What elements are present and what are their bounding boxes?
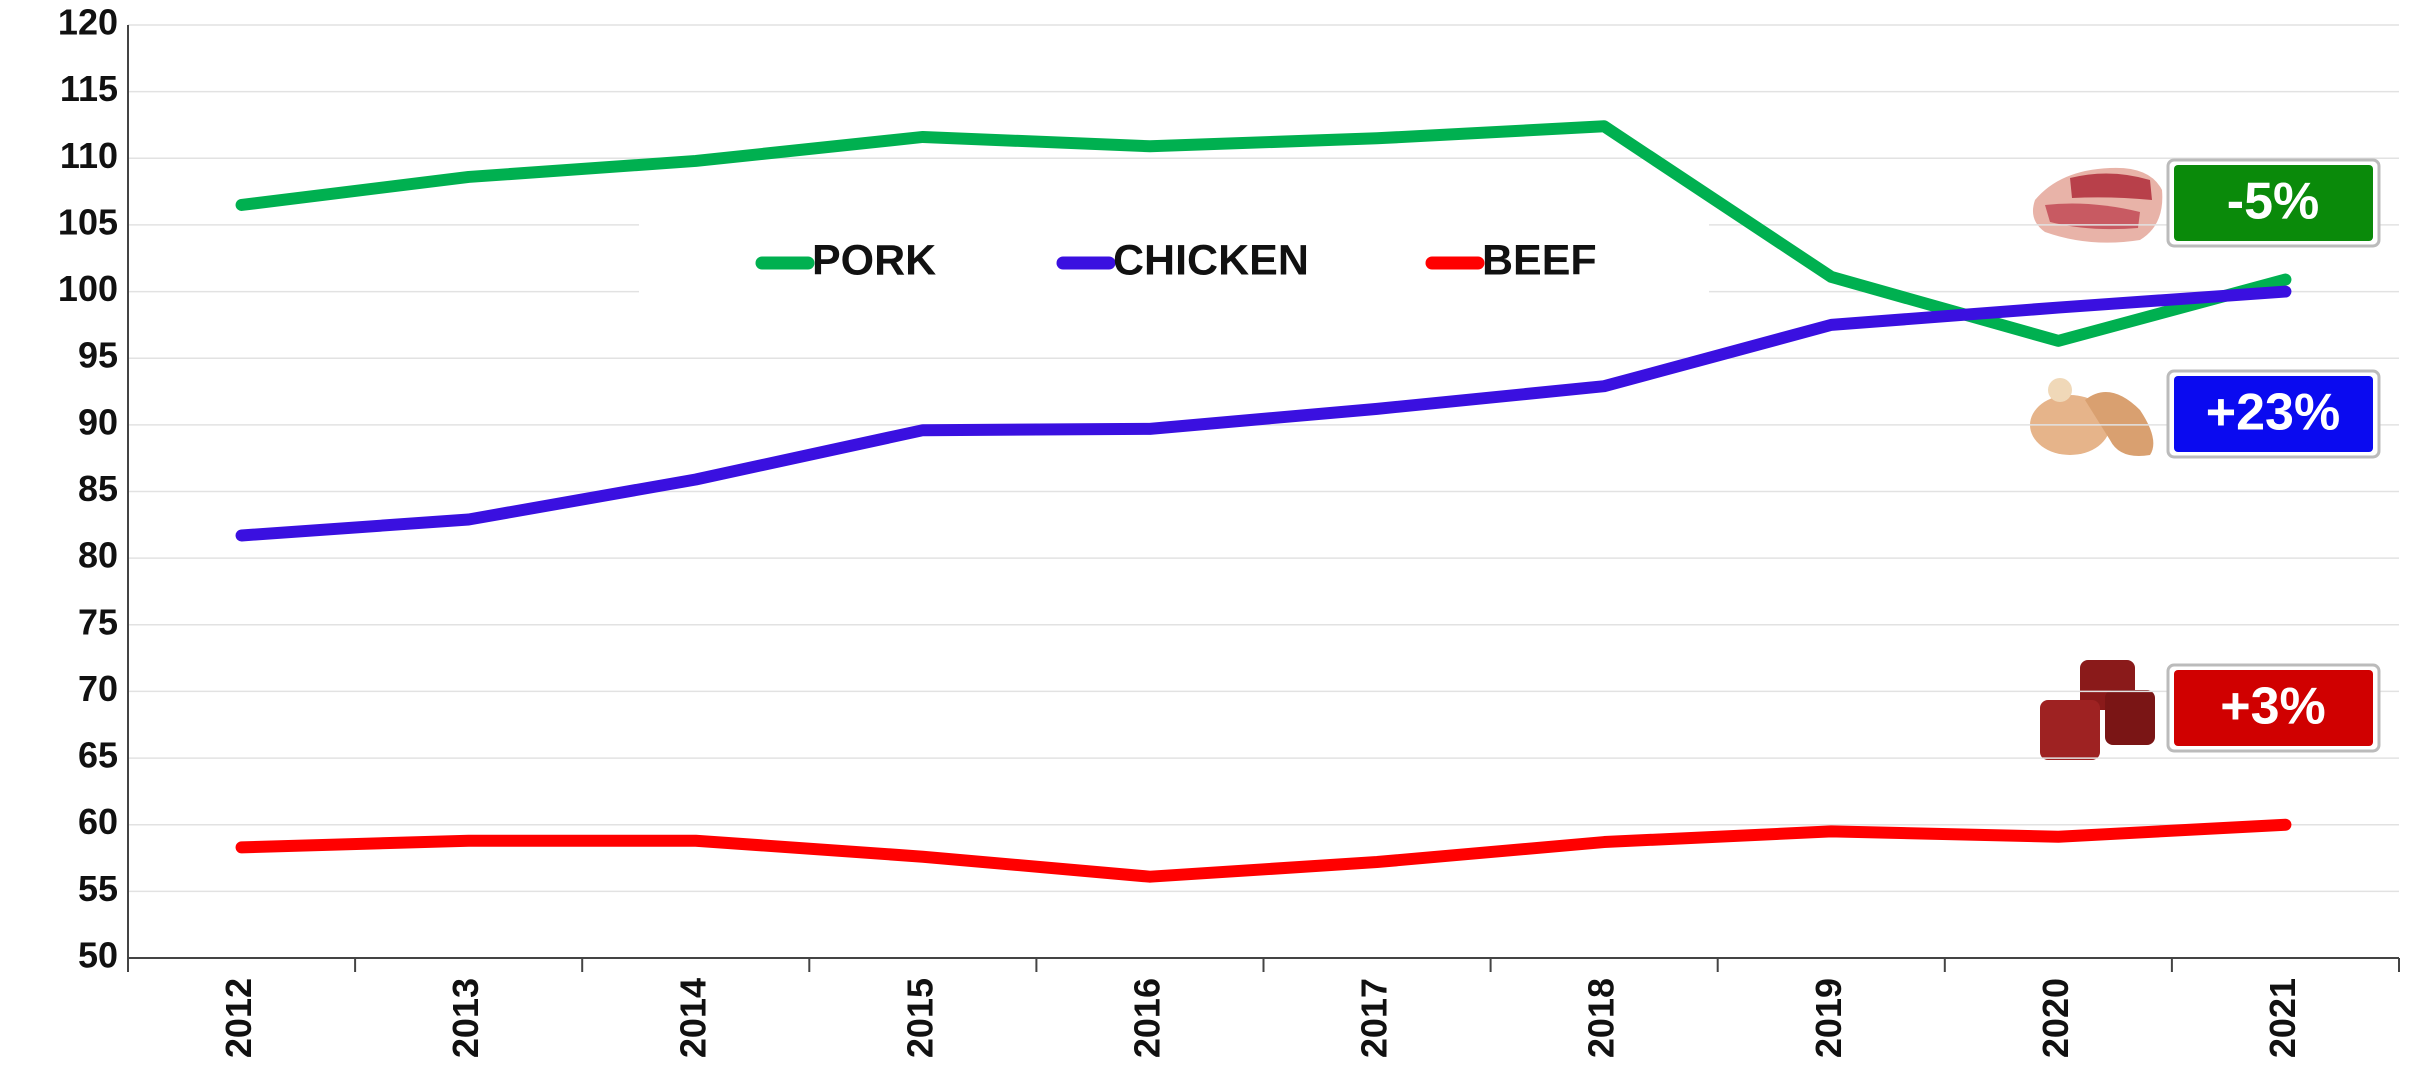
x-tick-label: 2021 [2262,978,2303,1058]
change-badge: +23% [2166,369,2381,459]
x-tick-label: 2017 [1354,978,1395,1058]
y-tick-label: 50 [78,935,118,976]
series-line [235,285,2292,542]
meat-icons [2030,167,2163,760]
y-tick-label: 85 [78,468,118,509]
series-line [235,818,2292,883]
y-tick-label: 115 [60,68,118,109]
y-tick-label: 95 [78,335,118,376]
legend-label: BEEF [1482,236,1597,284]
y-tick-label: 100 [58,268,118,309]
y-tick-label: 80 [78,535,118,576]
badge-label: +3% [2220,678,2326,736]
x-tick-label: 2014 [672,978,713,1058]
y-tick-label: 105 [58,201,118,242]
legend-label: PORK [812,236,936,284]
y-tick-label: 70 [78,668,118,709]
badge-box [2174,670,2373,746]
y-tick-label: 55 [78,868,118,909]
x-tick-label: 2019 [1808,978,1849,1058]
y-tick-label: 90 [78,401,118,442]
badge-label: -5% [2227,173,2319,231]
x-tick-label: 2020 [2035,978,2076,1058]
beef-icon [2040,660,2155,760]
x-tick-label: 2013 [445,978,486,1058]
badge-box [2174,165,2373,241]
x-tick-label: 2015 [899,978,940,1058]
x-tick-label: 2016 [1126,978,1167,1058]
x-tick-label: 2012 [218,978,259,1058]
y-tick-label: 75 [78,601,118,642]
change-badge: -5% [2166,158,2381,248]
legend-label: CHICKEN [1113,236,1309,284]
y-tick-label: 60 [78,801,118,842]
y-tick-label: 120 [58,2,118,43]
y-tick-label: 65 [78,735,118,776]
y-tick-label: 110 [60,135,118,176]
chicken-icon [2030,378,2154,456]
pork-icon [2032,167,2163,243]
badge-label: +23% [2206,384,2340,442]
series-line [235,120,2292,347]
change-badge: +3% [2166,663,2381,753]
badge-box [2174,376,2373,452]
x-tick-label: 2018 [1581,978,1622,1058]
legend-background [639,223,1709,293]
